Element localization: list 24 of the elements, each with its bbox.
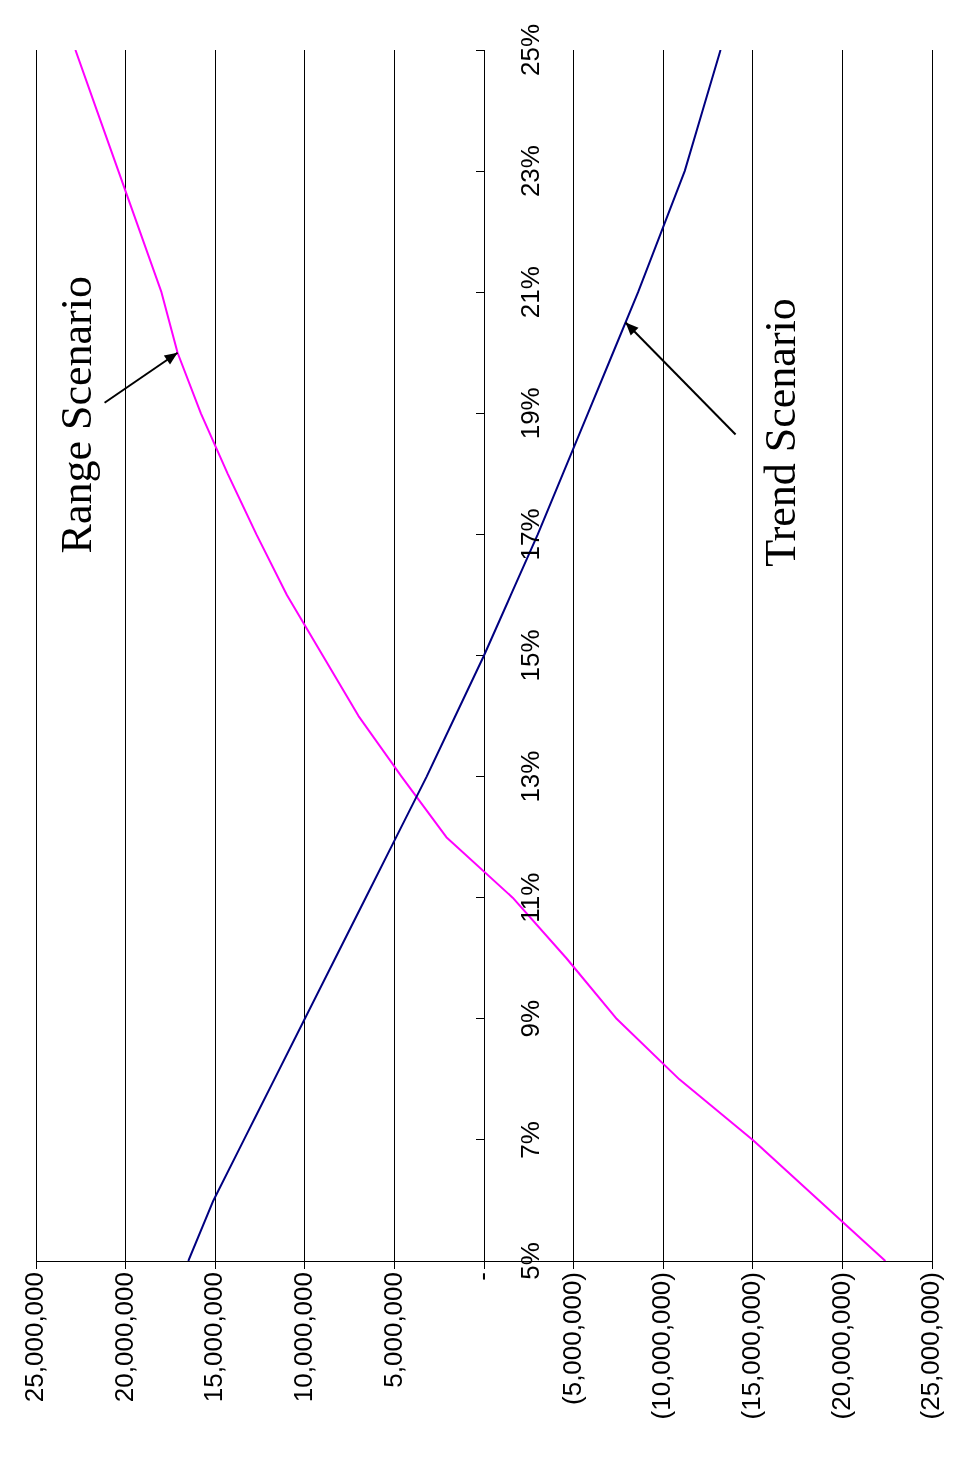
x-tick-label: (25,000,000) [915,1272,946,1420]
y-tick-label: 5% [515,1242,546,1280]
y-tick-label: 9% [515,1000,546,1038]
x-tick-label: 10,000,000 [287,1272,318,1403]
x-tick-label: (10,000,000) [646,1272,677,1420]
annotation: Range Scenario [52,276,102,554]
x-tick-label: (20,000,000) [825,1272,856,1420]
x-tick-label: - [467,1272,498,1281]
y-tick-label: 25% [515,23,546,77]
x-tick-label: (5,000,000) [556,1272,587,1405]
y-tick-label: 17% [515,508,546,561]
y-tick-label: 7% [515,1121,546,1159]
x-tick-label: (15,000,000) [735,1272,766,1420]
x-tick-label: 5,000,000 [377,1272,408,1388]
annotation: Trend Scenario [756,298,806,567]
x-tick-label: 25,000,000 [19,1272,50,1403]
y-tick-label: 11% [515,872,546,923]
x-tick-label: 15,000,000 [198,1272,229,1403]
y-tick-label: 21% [515,266,546,319]
y-tick-label: 13% [515,750,546,803]
y-tick-label: 15% [515,629,546,682]
y-tick-label: 23% [515,145,546,198]
y-tick-label: 19% [515,387,546,440]
x-tick-label: 20,000,000 [108,1272,139,1403]
